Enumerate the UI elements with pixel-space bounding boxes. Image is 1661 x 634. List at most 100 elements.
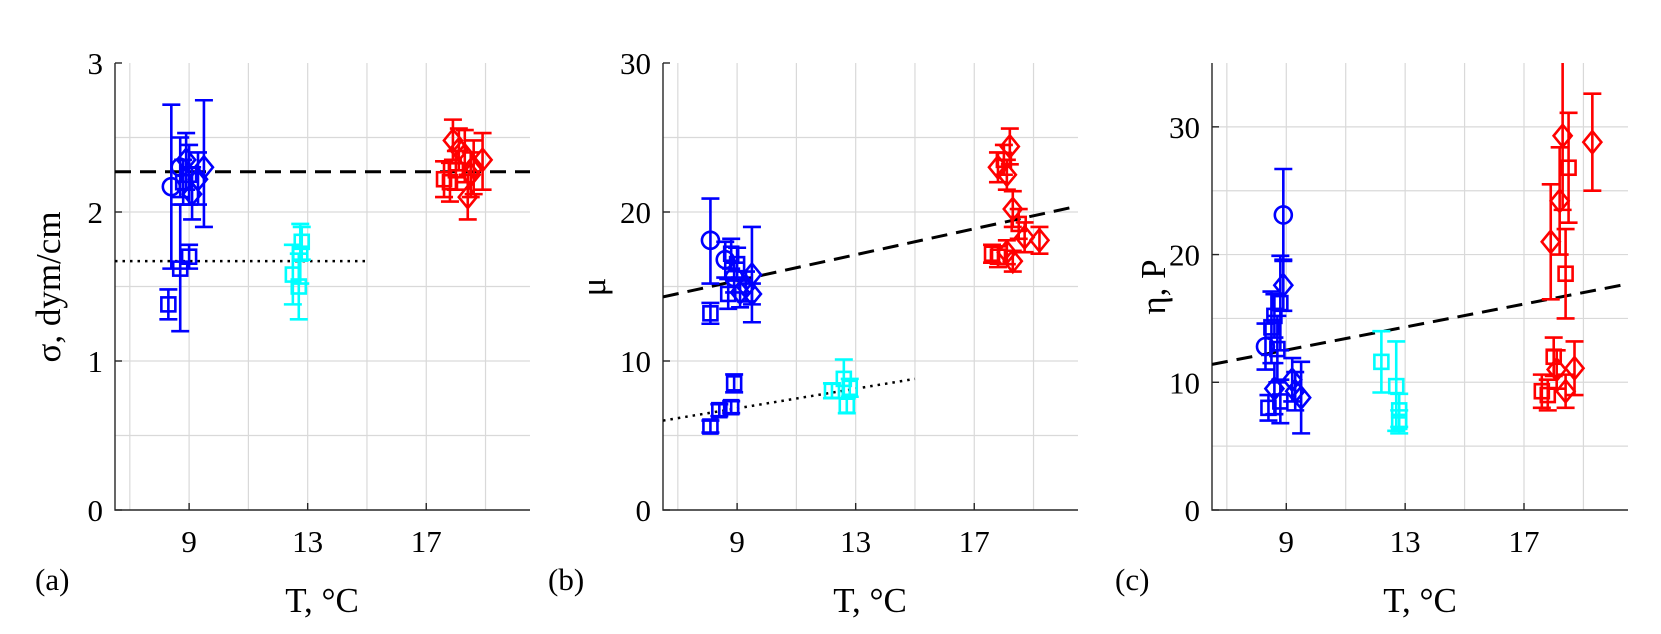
blue-diamond-marker bbox=[1290, 384, 1312, 411]
y-tick-label: 1 bbox=[88, 344, 104, 379]
x-tick-label: 13 bbox=[292, 524, 323, 559]
red-diamond-marker bbox=[996, 161, 1018, 188]
y-tick-label: 0 bbox=[88, 493, 104, 528]
red-diamond-marker bbox=[1563, 355, 1586, 382]
red-diamond-marker bbox=[1028, 227, 1051, 254]
x-tick-label: 9 bbox=[729, 524, 745, 559]
panel-label-b: (b) bbox=[548, 562, 584, 597]
red-square-marker bbox=[1560, 159, 1577, 177]
panel-a: σ, dym/cm T, °C (a) 9 13 17 0 1 2 3 bbox=[29, 46, 530, 620]
x-tick-label: 13 bbox=[1390, 524, 1421, 559]
error-bar bbox=[1583, 92, 1602, 193]
cyan-square-marker bbox=[1390, 413, 1408, 431]
blue-square-marker bbox=[702, 305, 719, 322]
red-diamond-marker bbox=[1013, 224, 1036, 251]
cyan-square-marker bbox=[823, 382, 841, 400]
red-square-marker bbox=[1557, 265, 1574, 283]
ylabel-b: μ bbox=[574, 278, 613, 297]
panel-label-a: (a) bbox=[35, 562, 69, 597]
panel-c: η, P T, °C (c) 9 13 17 0 10 20 30 bbox=[1115, 63, 1628, 620]
y-tick-label: 2 bbox=[88, 195, 104, 230]
red-diamond-marker bbox=[1540, 228, 1562, 255]
ylabel-a: σ, dym/cm bbox=[29, 211, 68, 362]
blue-diamond-marker bbox=[175, 146, 197, 173]
cyan-square-marker bbox=[838, 397, 856, 415]
xlabel-c: T, °C bbox=[1383, 581, 1457, 620]
blue-circle-marker bbox=[700, 230, 721, 251]
error-bar bbox=[473, 131, 492, 191]
blue-square-marker bbox=[160, 296, 177, 313]
blue-square-marker bbox=[702, 418, 719, 435]
cyan-square-marker bbox=[290, 278, 308, 295]
dotted-fit-line bbox=[663, 377, 916, 422]
blue-diamond-marker bbox=[741, 280, 763, 308]
error-bar bbox=[1372, 329, 1391, 394]
y-tick-label: 20 bbox=[1169, 238, 1200, 273]
error-bar bbox=[1565, 340, 1584, 397]
red-diamond-marker bbox=[1002, 248, 1024, 275]
error-bar bbox=[1283, 356, 1302, 403]
error-bar bbox=[159, 288, 178, 321]
red-diamond-marker bbox=[1554, 378, 1577, 405]
error-bar bbox=[701, 197, 720, 285]
error-bar bbox=[1292, 360, 1311, 435]
error-bar bbox=[1541, 183, 1560, 301]
ylabel-c: η, P bbox=[1134, 259, 1173, 314]
blue-square-marker bbox=[711, 401, 728, 419]
plot-area bbox=[663, 127, 1078, 435]
y-tick-label: 0 bbox=[1185, 493, 1201, 528]
error-bar bbox=[1274, 167, 1293, 263]
error-bar bbox=[1274, 258, 1293, 313]
y-tick-label: 10 bbox=[1169, 365, 1200, 400]
panel-b: μ T, °C (b) 9 13 17 0 10 20 30 bbox=[548, 46, 1078, 620]
blue-diamond-marker bbox=[1281, 366, 1303, 393]
x-tick-label: 13 bbox=[840, 524, 871, 559]
blue-square-marker bbox=[180, 248, 198, 265]
blue-square-marker bbox=[719, 285, 737, 303]
blue-diamond-marker bbox=[193, 154, 215, 181]
red-diamond-marker bbox=[999, 133, 1021, 160]
blue-square-marker bbox=[725, 375, 743, 392]
cyan-square-marker bbox=[293, 233, 311, 251]
y-tick-label: 0 bbox=[636, 493, 652, 528]
error-bar bbox=[162, 103, 181, 270]
plot-area bbox=[115, 98, 530, 333]
blue-circle-marker bbox=[1273, 205, 1294, 225]
error-bar bbox=[1538, 378, 1557, 412]
blue-square-marker bbox=[722, 398, 740, 416]
panel-label-c: (c) bbox=[1115, 562, 1149, 597]
blue-diamond-marker bbox=[1272, 272, 1294, 299]
red-diamond-marker bbox=[1548, 187, 1571, 214]
x-tick-label: 17 bbox=[1509, 524, 1540, 559]
x-tick-label: 17 bbox=[411, 524, 442, 559]
y-tick-label: 30 bbox=[620, 46, 651, 81]
error-bar bbox=[194, 98, 213, 229]
red-diamond-marker bbox=[462, 154, 485, 181]
x-tick-label: 9 bbox=[1279, 524, 1295, 559]
error-bar bbox=[1271, 378, 1290, 425]
red-diamond-marker bbox=[471, 146, 494, 173]
y-tick-label: 3 bbox=[88, 46, 104, 81]
xlabel-a: T, °C bbox=[285, 581, 359, 620]
x-tick-label: 17 bbox=[959, 524, 990, 559]
y-tick-label: 20 bbox=[620, 195, 651, 230]
xlabel-b: T, °C bbox=[833, 581, 907, 620]
error-bar bbox=[1030, 225, 1049, 256]
error-bar bbox=[464, 139, 483, 196]
error-bar bbox=[1271, 254, 1290, 352]
y-tick-label: 10 bbox=[620, 344, 651, 379]
cyan-square-marker bbox=[1373, 353, 1390, 371]
dashed-fit-line bbox=[1212, 282, 1628, 366]
red-diamond-marker bbox=[1546, 356, 1568, 383]
plot-area bbox=[1212, 63, 1628, 435]
red-diamond-marker bbox=[1581, 129, 1604, 156]
cyan-square-marker bbox=[841, 379, 859, 397]
error-bar bbox=[1559, 111, 1578, 224]
red-diamond-marker bbox=[460, 161, 482, 188]
x-tick-label: 9 bbox=[181, 524, 197, 559]
y-tick-label: 30 bbox=[1169, 110, 1200, 145]
dashed-fit-line bbox=[663, 204, 1078, 299]
error-bar bbox=[1556, 227, 1575, 320]
error-bar bbox=[292, 225, 311, 261]
